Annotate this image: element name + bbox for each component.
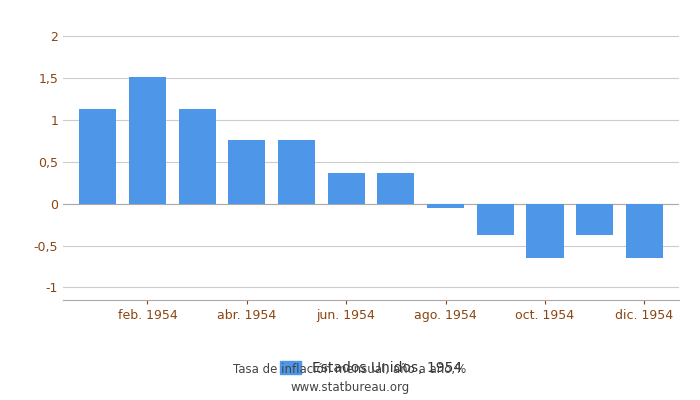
Bar <box>576 204 613 235</box>
Bar <box>626 204 663 258</box>
Bar <box>228 140 265 204</box>
Bar <box>278 140 315 204</box>
Text: Tasa de inflación mensual, año a año,%: Tasa de inflación mensual, año a año,% <box>233 364 467 376</box>
Bar <box>129 77 166 204</box>
Bar <box>79 109 116 204</box>
Bar <box>477 204 514 235</box>
Bar <box>377 173 414 204</box>
Bar <box>328 173 365 204</box>
Bar <box>178 109 216 204</box>
Bar <box>526 204 564 258</box>
Bar <box>427 204 464 208</box>
Text: www.statbureau.org: www.statbureau.org <box>290 382 410 394</box>
Legend: Estados Unidos, 1954: Estados Unidos, 1954 <box>274 356 468 381</box>
